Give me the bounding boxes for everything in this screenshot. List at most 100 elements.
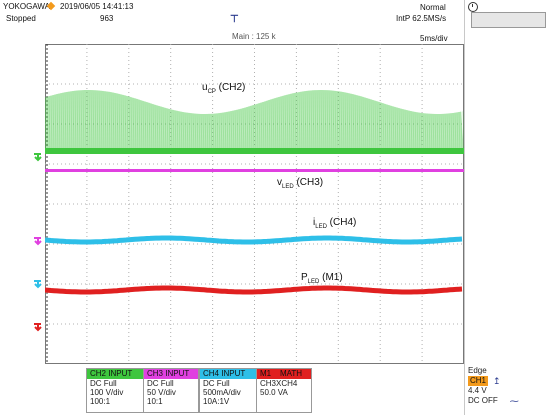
ch2-noise [278, 96, 281, 155]
ch2-noise [260, 102, 263, 155]
ch2-noise [308, 90, 311, 155]
ch2-noise [382, 103, 385, 155]
ch2-noise [312, 90, 315, 155]
ch2-noise [402, 109, 405, 155]
ch2-noise [208, 113, 211, 155]
ch2-noise [242, 108, 245, 155]
ch2-noise [140, 100, 143, 155]
ch4-settings-box[interactable]: CH4 INPUT DC Full 500mA/div 10A:1V [199, 368, 257, 413]
ch2-noise [220, 112, 223, 155]
trigger-source-row: CH1 ↥ [468, 376, 548, 386]
ch2-noise [174, 110, 177, 155]
trace-label-ucp: uCP (CH2) [202, 82, 246, 95]
ch2-noise [202, 113, 205, 155]
math-channel-name: M1 [260, 369, 272, 378]
ch2-noise [136, 98, 139, 155]
ch2-noise [222, 112, 225, 155]
ch2-noise [114, 92, 117, 155]
ch2-noise [68, 91, 71, 155]
ch2-noise [182, 111, 185, 155]
trace-label-iled: iLED (CH4) [313, 217, 357, 230]
math-expression: CH3XCH4 [260, 379, 298, 388]
ch2-noise [412, 111, 415, 155]
ch2-noise [320, 89, 323, 155]
ch2-header: CH2 INPUT [87, 369, 149, 379]
ch2-noise [358, 95, 361, 155]
ch2-noise [172, 109, 175, 155]
math-header: M1 MATH [257, 369, 311, 379]
ch2-noise [144, 101, 147, 155]
ch2-noise [370, 99, 373, 155]
ch2-noise [454, 112, 457, 155]
ch2-noise [45, 97, 47, 155]
ch2-noise [280, 96, 283, 155]
ch2-noise [150, 103, 153, 155]
ch2-noise [176, 110, 179, 155]
ch2-noise [168, 108, 171, 155]
ch4-header: CH4 INPUT [200, 369, 256, 379]
ch2-ground-icon[interactable] [34, 153, 42, 162]
ch2-noise [380, 102, 383, 155]
ch2-noise [48, 96, 51, 155]
ch4-coupling: DC Full [203, 379, 230, 388]
ch2-noise [338, 91, 341, 155]
ch2-noise [306, 90, 309, 155]
math-scale: 50.0 VA [260, 388, 288, 397]
ch2-noise [366, 98, 369, 155]
ch2-noise [296, 92, 299, 155]
ch2-noise [368, 98, 371, 155]
ch2-noise [244, 107, 247, 155]
math-trace [45, 285, 463, 295]
ch2-noise [420, 112, 423, 155]
ch2-noise [386, 104, 389, 155]
ch2-noise [424, 113, 427, 155]
ch2-noise [432, 113, 435, 155]
ch2-noise [392, 106, 395, 155]
ch2-noise [212, 113, 215, 155]
ch2-noise [192, 113, 195, 155]
rising-edge-icon: ↥ [493, 376, 501, 386]
ch2-noise [298, 92, 301, 155]
ch3-settings-box[interactable]: CH3 INPUT DC Full 50 V/div 10:1 [143, 368, 199, 413]
ch2-noise [120, 94, 123, 155]
record-length: Main : 125 k [232, 32, 276, 41]
ch2-noise [304, 91, 307, 155]
ch2-noise [268, 100, 271, 155]
ch2-noise [330, 90, 333, 155]
ch2-noise [74, 90, 77, 155]
trigger-info[interactable]: Edge CH1 ↥ 4.4 V DC OFF ⁓ [468, 366, 548, 412]
ch2-noise [118, 93, 121, 155]
ch2-noise [236, 109, 239, 155]
ch2-noise [90, 90, 93, 155]
menu-soft-key[interactable] [471, 12, 546, 28]
waveform-display: uCP (CH2) vLED (CH3) iLED (CH4) PLED (M1… [45, 44, 464, 364]
ch2-noise [240, 108, 243, 155]
ch2-noise [154, 104, 157, 155]
ch2-noise [404, 109, 407, 155]
ch2-noise [132, 97, 135, 155]
ch2-settings-box[interactable]: CH2 INPUT DC Full 100 V/div 100:1 [86, 368, 150, 413]
math-settings-box[interactable]: M1 MATH CH3XCH4 50.0 VA [256, 368, 312, 413]
ch2-noise [70, 91, 73, 155]
ch3-ground-icon[interactable] [34, 237, 42, 246]
ch2-noise [46, 96, 49, 155]
ch2-noise [248, 106, 251, 155]
trace-label-pled: PLED (M1) [301, 272, 343, 285]
ch2-noise [272, 98, 275, 155]
math-ground-icon[interactable] [34, 323, 42, 332]
ch2-noise [348, 93, 351, 155]
ch2-noise [180, 111, 183, 155]
ch3-probe: 10:1 [147, 397, 163, 406]
right-side-panel [464, 0, 550, 415]
ch4-ground-icon[interactable] [34, 280, 42, 289]
ch3-trace [45, 169, 464, 172]
ch4-trace [45, 235, 463, 245]
ch2-noise [60, 93, 63, 155]
ch2-noise [204, 113, 207, 155]
ch2-noise [62, 92, 65, 155]
math-label: MATH [280, 369, 303, 378]
ch2-noise [378, 101, 381, 155]
ch2-noise [102, 90, 105, 155]
ch2-noise [66, 91, 69, 155]
ch2-noise [210, 113, 213, 155]
